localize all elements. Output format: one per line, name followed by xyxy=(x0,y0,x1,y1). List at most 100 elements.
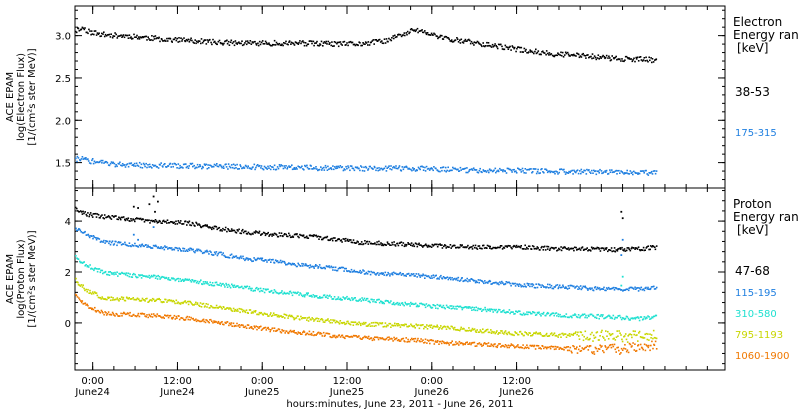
proton-point xyxy=(209,281,211,284)
proton-point xyxy=(481,345,483,347)
proton-legend-title: Proton xyxy=(733,197,772,211)
proton-point xyxy=(376,272,378,275)
electron-point xyxy=(213,163,216,166)
proton-point xyxy=(429,306,432,308)
electron-point xyxy=(112,161,114,164)
proton-point xyxy=(97,214,100,216)
electron-point xyxy=(448,170,450,172)
proton-point xyxy=(340,322,343,324)
proton-point xyxy=(273,314,276,316)
proton-point xyxy=(445,277,447,279)
proton-point xyxy=(603,337,605,339)
proton-point xyxy=(232,322,235,325)
proton-point xyxy=(287,315,290,317)
proton-point xyxy=(183,280,185,282)
proton-point xyxy=(633,247,635,249)
proton-point xyxy=(650,337,652,339)
proton-point xyxy=(136,297,139,300)
proton-point xyxy=(407,340,410,343)
proton-point xyxy=(443,325,446,328)
proton-point xyxy=(166,246,168,248)
proton-point xyxy=(264,326,267,329)
electron-point xyxy=(468,168,471,171)
electron-point xyxy=(413,29,416,31)
proton-point xyxy=(545,347,548,350)
proton-point xyxy=(538,311,540,314)
electron-point xyxy=(531,51,534,54)
proton-point xyxy=(586,247,588,249)
proton-point xyxy=(521,347,523,349)
electron-point xyxy=(621,171,623,173)
proton-point xyxy=(365,299,367,301)
proton-point xyxy=(585,346,587,349)
proton-point xyxy=(423,325,426,328)
electron-point xyxy=(605,169,608,172)
proton-point xyxy=(107,271,110,273)
proton-point xyxy=(654,246,656,248)
proton-point xyxy=(282,235,284,238)
electron-point xyxy=(140,36,143,39)
proton-point xyxy=(424,341,426,344)
proton-point xyxy=(322,331,325,334)
proton-point xyxy=(318,320,321,323)
proton-point xyxy=(132,297,134,299)
proton-point xyxy=(84,264,86,267)
electron-point xyxy=(311,168,313,170)
proton-point xyxy=(472,328,475,331)
proton-point xyxy=(123,312,126,314)
proton-point xyxy=(589,250,592,252)
proton-point xyxy=(200,320,202,323)
proton-point xyxy=(353,321,356,324)
proton-point xyxy=(168,279,171,281)
proton-point xyxy=(164,314,167,317)
proton-point xyxy=(200,250,203,253)
proton-point xyxy=(559,313,561,316)
proton-point xyxy=(334,240,337,242)
proton-point xyxy=(150,219,152,222)
proton-point xyxy=(124,218,126,221)
proton-point xyxy=(471,341,474,344)
proton-point xyxy=(353,269,356,272)
electron-point xyxy=(176,167,178,169)
proton-point xyxy=(486,247,488,249)
proton-point xyxy=(331,237,333,240)
proton-point xyxy=(617,346,619,349)
proton-point xyxy=(585,248,587,250)
electron-point xyxy=(338,166,340,169)
proton-point xyxy=(300,234,302,237)
electron-series-175-315 xyxy=(75,155,658,176)
electron-point xyxy=(295,166,297,169)
electron-point xyxy=(216,165,219,168)
electron-point xyxy=(286,43,288,45)
electron-point xyxy=(236,163,238,166)
proton-point xyxy=(393,241,395,243)
proton-point xyxy=(220,229,222,231)
proton-point xyxy=(601,247,603,249)
electron-point xyxy=(504,44,507,47)
proton-point xyxy=(573,332,575,335)
proton-point xyxy=(478,245,481,247)
proton-point xyxy=(444,277,447,280)
proton-point xyxy=(493,308,495,311)
proton-point xyxy=(362,336,365,339)
electron-point xyxy=(336,167,339,169)
electron-point xyxy=(476,171,479,173)
proton-point xyxy=(386,324,388,326)
proton-point xyxy=(242,231,245,234)
electron-point xyxy=(392,35,394,37)
proton-point xyxy=(348,323,351,325)
electron-point xyxy=(527,168,530,171)
electron-point xyxy=(508,168,511,171)
proton-point xyxy=(83,287,85,290)
proton-point xyxy=(441,326,444,329)
proton-point xyxy=(182,247,184,250)
electron-point xyxy=(463,168,465,170)
proton-point xyxy=(569,248,572,250)
proton-point xyxy=(280,291,283,294)
proton-point xyxy=(465,279,467,282)
proton-point xyxy=(644,349,647,352)
proton-point xyxy=(195,320,198,323)
proton-point xyxy=(135,275,137,278)
proton-point xyxy=(620,318,623,321)
